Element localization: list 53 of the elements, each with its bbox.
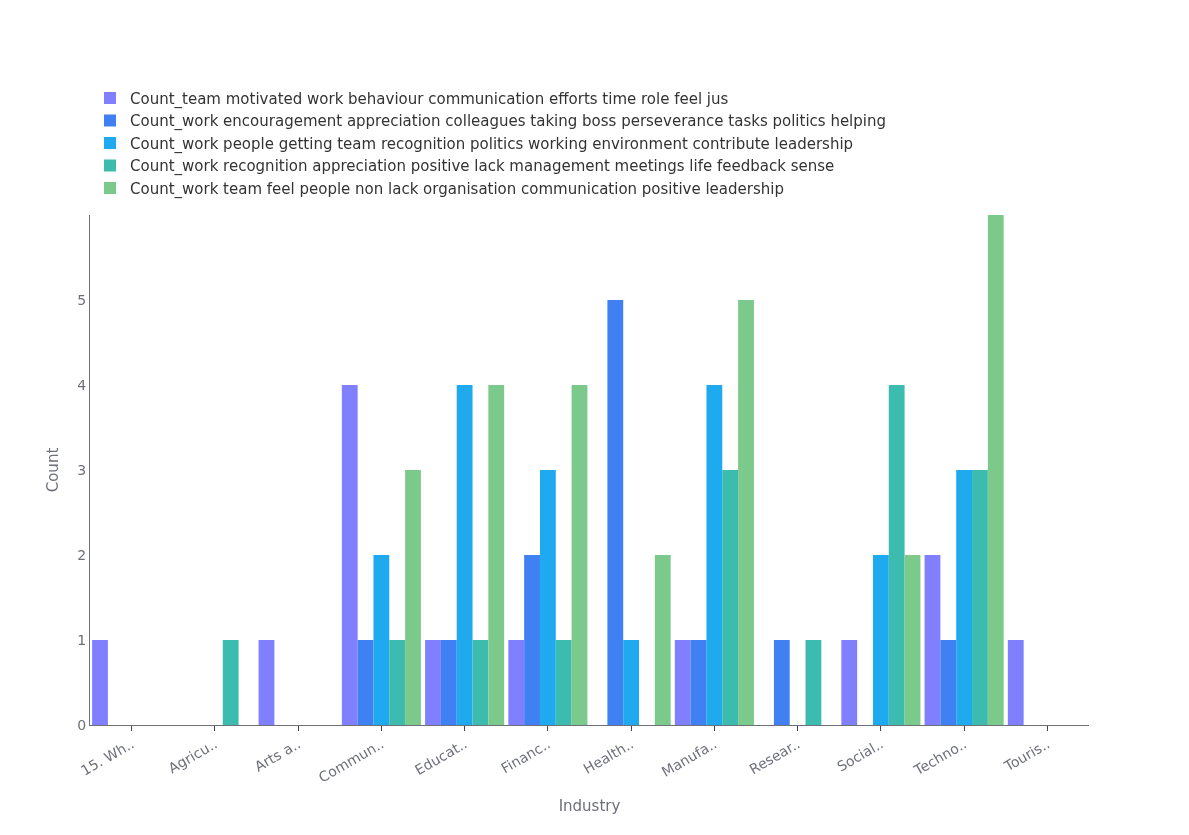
- bar: [690, 640, 707, 725]
- x-tick-label: 15. Wh..: [78, 735, 137, 779]
- bar: [773, 640, 790, 725]
- bar: [258, 640, 275, 725]
- bar: [607, 300, 624, 725]
- bar: [357, 640, 374, 725]
- bar: [987, 215, 1004, 725]
- y-axis-title: Count: [43, 447, 62, 493]
- bar: [706, 385, 723, 725]
- bar: [872, 555, 889, 725]
- bar: [539, 470, 556, 725]
- y-tick-label: 1: [77, 631, 87, 648]
- legend-label: Count_work encouragement appreciation colleagues taking boss perseverance tasks politics helping: [130, 112, 886, 132]
- bar: [488, 385, 505, 725]
- bar: [904, 555, 921, 725]
- bar: [389, 640, 406, 725]
- bar: [524, 555, 540, 725]
- y-tick-label: 4: [77, 376, 87, 393]
- bar: [940, 640, 957, 725]
- bar: [425, 640, 441, 725]
- bar: [972, 470, 988, 725]
- bar: [738, 300, 754, 725]
- y-tick-label: 3: [77, 461, 87, 478]
- bar: [222, 640, 239, 725]
- bar: [92, 640, 108, 725]
- bar: [440, 640, 457, 725]
- bar: [341, 385, 358, 725]
- bar: [555, 640, 572, 725]
- legend-label: Count_work team feel people non lack organisation communication positive leadership: [130, 179, 784, 199]
- y-tick-label: 5: [77, 291, 87, 308]
- bar: [674, 640, 691, 725]
- bar: [623, 640, 640, 725]
- bar: [405, 470, 421, 725]
- y-tick-label: 0: [77, 716, 87, 733]
- bar: [654, 555, 671, 725]
- bar: [472, 640, 489, 725]
- bar: [373, 555, 390, 725]
- bar: [924, 555, 941, 725]
- legend-label: Count_team motivated work behaviour communication efforts time role feel jus: [130, 89, 729, 109]
- bar: [722, 470, 739, 725]
- bar: [456, 385, 473, 725]
- x-axis-title: Industry: [558, 796, 621, 815]
- bar: [571, 385, 588, 725]
- bar: [1007, 640, 1024, 725]
- bar: [841, 640, 858, 725]
- bar: [508, 640, 525, 725]
- legend-label: Count_work recognition appreciation positive lack management meetings life feedback sense: [130, 157, 835, 177]
- bar: [888, 385, 905, 725]
- y-tick-label: 2: [77, 546, 87, 563]
- legend-label: Count_work people getting team recognition politics working environment contribute leadership: [130, 134, 854, 154]
- bar: [956, 470, 973, 725]
- bar: [805, 640, 822, 725]
- x-tick-label: Arts a..: [251, 735, 304, 775]
